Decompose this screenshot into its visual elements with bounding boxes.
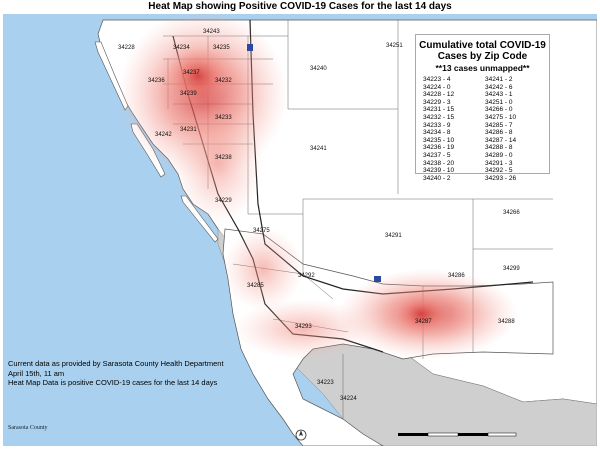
zip-label: 34236 [148,78,165,84]
zip-labels: 34243 34228 34234 34235 34251 34240 3423… [118,29,520,402]
zip-label: 34293 [295,324,312,330]
i75-shield-south [374,276,381,282]
legend-entry: 34236 - 19 [423,144,455,152]
legend-title: Cumulative total COVID-19 Cases by Zip C… [416,40,549,62]
zip-label: 34233 [215,115,232,121]
zip-label: 34239 [180,91,197,97]
heat-map-layer [118,14,518,359]
zip-label: 34240 [310,66,327,72]
zip-label: 34229 [215,198,232,204]
legend-entry: 34243 - 1 [485,91,513,99]
zip-label: 34231 [180,127,197,133]
legend-entry: 34242 - 6 [485,83,513,91]
legend-entry: 34238 - 20 [423,159,455,167]
zip-label: 34224 [340,396,357,402]
legend-entry: 34224 - 0 [423,83,451,91]
legend-title-line2: Cases by Zip Code [437,51,528,62]
legend-entry: 34293 - 26 [485,174,517,182]
zip-label: 34234 [173,45,190,51]
zip-label: 34285 [247,283,264,289]
legend-entry: 34231 - 15 [423,106,455,114]
legend-entry: 34229 - 3 [423,98,451,106]
legend-entry: 34223 - 4 [423,76,451,83]
legend-entry: 34233 - 9 [423,121,451,129]
zip-label: 34228 [118,45,135,51]
legend-entry: 34291 - 3 [485,159,513,167]
legend-subtitle: **13 cases unmapped** [435,63,530,73]
zip-label: 34223 [317,380,334,386]
heat-north-core [163,46,233,106]
legend-entry: 34275 - 10 [485,113,517,121]
heat-northport-core [391,292,451,336]
zip-label: 34242 [155,132,172,138]
legend-entry: 34237 - 5 [423,151,451,159]
legend-entry: 34239 - 10 [423,167,455,175]
legend-entry: 34228 - 12 [423,91,455,99]
zip-label: 34287 [415,319,432,325]
zip-label: 34251 [386,43,403,49]
zip-label: 34243 [203,29,220,35]
zip-label: 34292 [298,273,315,279]
zip-label: 34266 [503,210,520,216]
info-line2: April 15th, 11 am [8,368,65,378]
legend-entry: 34240 - 2 [423,174,451,182]
zip-label: 34291 [385,233,402,239]
legend-entry: 34266 - 0 [485,106,513,114]
legend-entry: 34289 - 0 [485,151,513,159]
county-logo: Sarasota County [8,425,48,431]
legend-entry: 34286 - 8 [485,129,513,137]
zip-label: 34286 [448,273,465,279]
i75-shield-north [247,44,253,51]
legend-entry: 34292 - 5 [485,167,513,175]
legend-entry: 34287 - 14 [485,136,517,144]
heat-central [173,104,263,224]
info-line3: Heat Map Data is positive COVID-19 cases… [8,378,218,387]
legend-entry: 34234 - 8 [423,129,451,137]
zip-label: 34275 [253,228,270,234]
zip-label: 34235 [213,45,230,51]
legend-right-column: 34241 - 2 34242 - 6 34243 - 1 34251 - 0 3426… [485,76,547,182]
info-line1: Current data as provided by Sarasota Cou… [8,359,224,368]
legend-left-column: 34223 - 4 34224 - 0 34228 - 12 34229 - 3 342… [423,76,485,182]
zip-label: 34288 [498,319,515,325]
legend-box: Cumulative total COVID-19 Cases by Zip C… [415,34,550,182]
legend-entry: 34285 - 7 [485,121,513,129]
zip-label: 34237 [183,70,200,76]
legend-columns: 34223 - 4 34224 - 0 34228 - 12 34229 - 3 342… [423,76,549,182]
legend-entry: 34241 - 2 [485,76,513,83]
legend-title-line1: Cumulative total COVID-19 [419,40,546,51]
heat-venice [223,227,303,311]
legend-entry: 34235 - 10 [423,136,455,144]
scale-bar [398,432,517,437]
legend-entry: 34251 - 0 [485,98,513,106]
zip-label: 34299 [503,266,520,272]
zip-label: 34232 [215,78,232,84]
legend-entry: 34232 - 15 [423,113,455,121]
logo-text: Sarasota County [8,425,48,431]
legend-entry: 34288 - 8 [485,144,513,152]
zip-label: 34241 [310,146,327,152]
north-arrow-icon [295,429,307,441]
map-title: Heat Map showing Positive COVID-19 Cases… [148,1,452,12]
zip-label: 34238 [215,155,232,161]
data-source-note: Current data as provided by Sarasota Cou… [8,359,224,388]
